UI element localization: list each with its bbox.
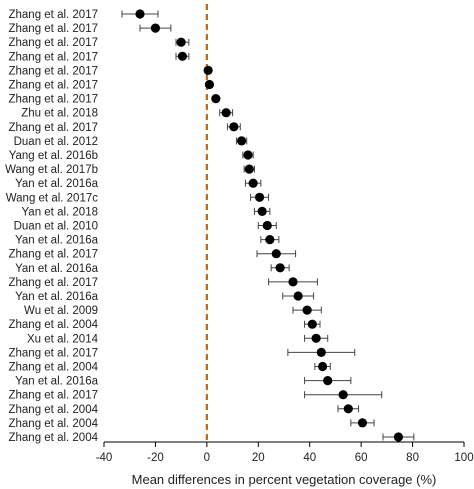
- data-point: [288, 277, 298, 287]
- study-label: Zhang et al. 2017: [8, 23, 98, 35]
- data-point: [176, 37, 186, 47]
- x-tick-label: -20: [147, 452, 164, 464]
- study-label: Wu et al. 2009: [24, 305, 98, 317]
- study-label: Yan et al. 2016a: [15, 235, 99, 247]
- study-label: Yan et al. 2016a: [15, 263, 99, 275]
- study-label: Wang et al. 2017b: [5, 164, 98, 176]
- study-label: Yan et al. 2016a: [15, 376, 99, 388]
- study-label: Xu et al. 2014: [27, 333, 99, 345]
- study-label: Zhang et al. 2017: [8, 277, 98, 289]
- data-point: [221, 108, 231, 118]
- study-label: Zhang et al. 2004: [8, 432, 98, 444]
- study-label: Zhang et al. 2017: [8, 122, 98, 134]
- data-point: [244, 164, 254, 174]
- study-label: Wang et al. 2017c: [6, 192, 99, 204]
- data-point: [265, 235, 275, 245]
- data-point: [393, 432, 404, 442]
- study-label: Zhang et al. 2017: [8, 249, 98, 261]
- study-label: Yang et al. 2016b: [9, 150, 98, 162]
- study-label: Zhang et al. 2017: [8, 51, 98, 63]
- x-tick-label: -40: [96, 452, 113, 464]
- study-label: Zhang et al. 2017: [8, 65, 98, 77]
- study-label: Zhang et al. 2017: [8, 37, 98, 49]
- x-tick-label: 60: [355, 452, 368, 464]
- study-label: Zhang et al. 2017: [8, 347, 98, 359]
- data-point: [323, 376, 333, 386]
- study-label: Zhu et al. 2018: [21, 108, 98, 120]
- data-point: [307, 319, 317, 329]
- study-label: Duan et al. 2012: [14, 136, 98, 148]
- data-point: [271, 249, 281, 259]
- study-label: Duan et al. 2010: [14, 221, 98, 233]
- study-label: Zhang et al. 2004: [8, 362, 98, 374]
- study-label: Zhang et al. 2017: [8, 80, 98, 92]
- study-label: Zhang et al. 2004: [8, 418, 98, 430]
- x-tick-label: 100: [454, 452, 473, 464]
- data-point: [243, 150, 253, 160]
- x-tick-label: 40: [303, 452, 316, 464]
- study-label: Yan et al. 2016a: [15, 291, 99, 303]
- data-point: [343, 404, 353, 414]
- study-label: Zhang et al. 2004: [8, 319, 98, 331]
- study-label: Zhang et al. 2017: [8, 9, 98, 21]
- data-point: [248, 178, 258, 188]
- data-point: [211, 94, 221, 104]
- data-point: [275, 263, 285, 273]
- data-point: [316, 347, 326, 357]
- study-label: Zhang et al. 2004: [8, 404, 98, 416]
- data-point: [338, 390, 348, 400]
- data-point: [150, 23, 161, 33]
- data-point: [317, 361, 328, 372]
- data-point: [229, 122, 239, 132]
- data-point: [293, 291, 303, 301]
- data-point: [204, 79, 215, 90]
- data-point: [262, 220, 272, 231]
- data-point: [311, 333, 321, 343]
- x-axis-label: Mean differences in percent vegetation c…: [132, 472, 437, 487]
- study-label: Zhang et al. 2017: [8, 390, 98, 402]
- study-label: Yan et al. 2016a: [15, 178, 99, 190]
- data-point: [357, 418, 368, 428]
- data-point: [236, 136, 247, 146]
- study-label: Zhang et al. 2017: [8, 94, 98, 106]
- x-tick-label: 20: [252, 452, 265, 464]
- data-point: [177, 51, 188, 61]
- data-point: [302, 305, 312, 315]
- data-point: [135, 9, 145, 19]
- x-tick-label: 80: [406, 452, 419, 464]
- data-point: [254, 192, 265, 202]
- study-label: Yan et al. 2018: [21, 206, 98, 218]
- x-tick-label: 0: [204, 452, 210, 464]
- data-point: [203, 65, 213, 75]
- data-point: [257, 206, 267, 216]
